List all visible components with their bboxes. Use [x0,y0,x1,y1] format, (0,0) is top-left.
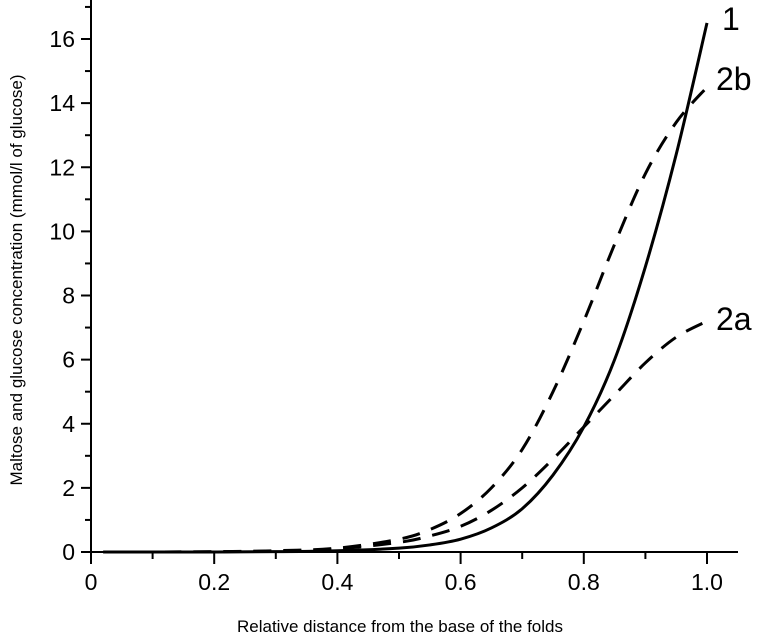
y-tick-label: 4 [62,411,75,437]
x-tick-label: 0 [85,569,98,595]
y-tick-label: 10 [49,218,75,244]
y-tick-label: 8 [62,283,75,309]
x-tick-label: 0.8 [568,569,600,595]
y-tick-label: 14 [49,90,75,116]
curve-label-1: 1 [722,1,740,37]
y-tick-label: 6 [62,347,75,373]
y-tick-label: 12 [49,154,75,180]
curve-label-2a: 2a [716,301,752,337]
x-tick-label: 1.0 [691,569,723,595]
axes: 0 2 4 6 8 10 12 14 16 0 0.2 0.4 0.6 0.8 1.0 [49,0,738,595]
x-tick-label: 0.4 [321,569,353,595]
y-tick-label: 0 [62,539,75,565]
curve-labels: 1 2b 2a [716,1,752,337]
y-tick-label: 2 [62,475,75,501]
y-tick-label: 16 [49,26,75,52]
x-axis-title: Relative distance from the base of the f… [237,617,563,636]
y-axis-title: Maltose and glucose concentration (mmol/… [7,74,26,485]
curves [103,22,709,554]
series-2b-line [103,86,709,554]
series-1-line [103,22,709,554]
x-tick-label: 0.6 [445,569,477,595]
series-2a-line [103,319,708,554]
x-tick-label: 0.2 [198,569,230,595]
curve-label-2b: 2b [716,61,752,97]
